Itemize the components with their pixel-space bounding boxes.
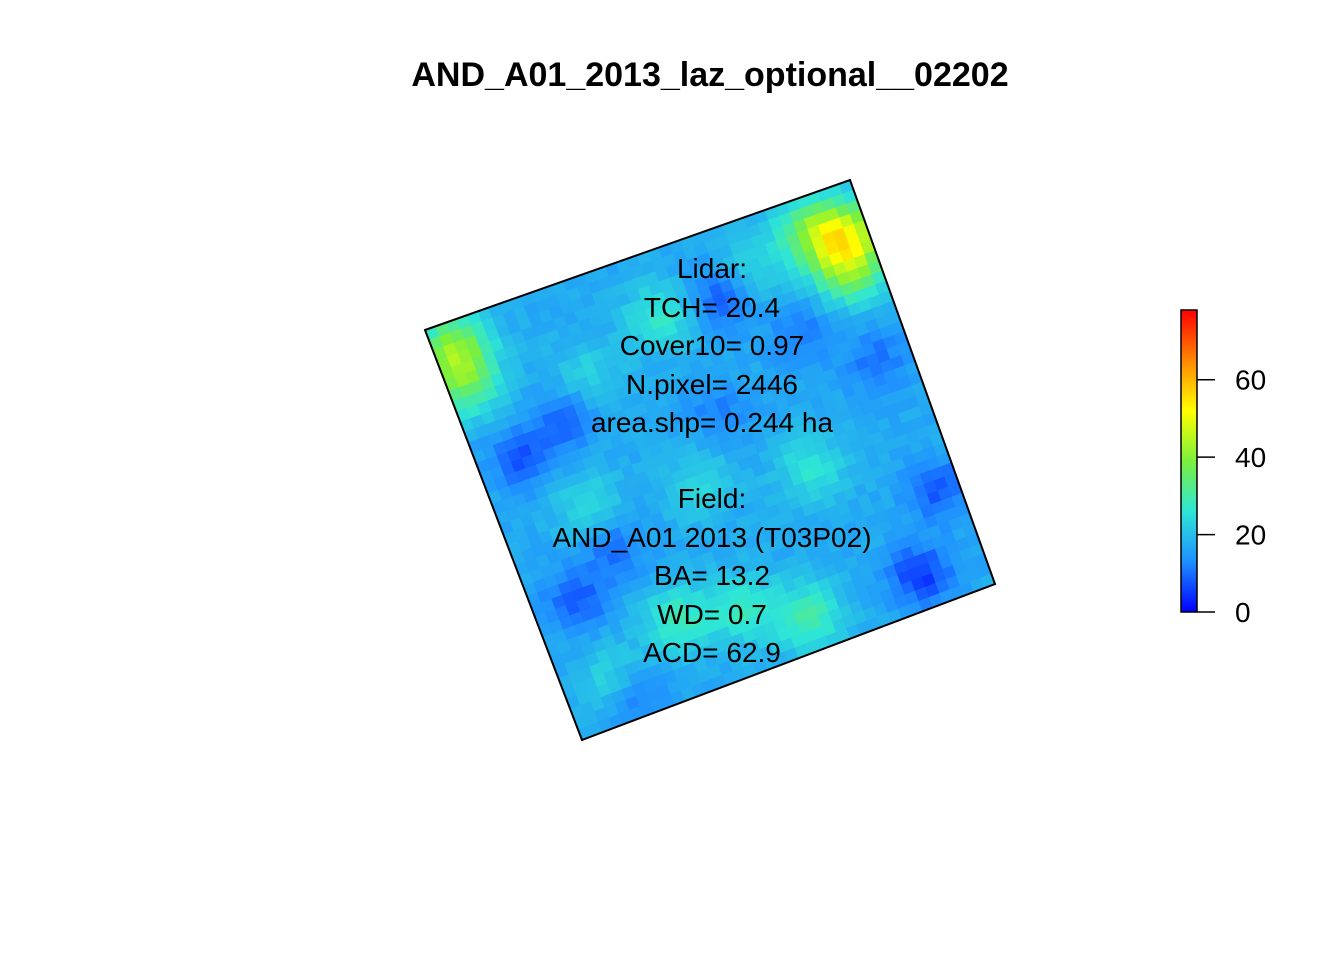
chart-title: AND_A01_2013_laz_optional__02202 <box>411 56 1009 94</box>
colorbar-tick-label: 60 <box>1235 365 1266 396</box>
colorbar-tick-label: 40 <box>1235 442 1266 473</box>
colorbar-tick-label: 20 <box>1235 520 1266 551</box>
field-plot: AND_A01 2013 (T03P02) <box>552 521 872 553</box>
lidar-annotation: Lidar: TCH= 20.4 Cover10= 0.97 N.pixel= … <box>412 250 1012 443</box>
colorbar: 0 20 40 60 <box>1180 309 1266 628</box>
height-raster <box>424 179 996 741</box>
field-header: Field: <box>677 483 747 514</box>
lidar-tch: TCH= 20.4 <box>643 291 781 323</box>
colorbar-gradient <box>1180 309 1198 613</box>
field-wd: WD= 0.7 <box>657 598 767 630</box>
lidar-cover10: Cover10= 0.97 <box>619 330 805 361</box>
lidar-header: Lidar: <box>676 253 748 284</box>
lidar-area: area.shp= 0.244 ha <box>590 407 834 438</box>
field-ba: BA= 13.2 <box>654 560 770 591</box>
field-acd: ACD= 62.9 <box>643 637 781 668</box>
field-annotation: Field: AND_A01 2013 (T03P02) BA= 13.2 WD… <box>412 480 1012 673</box>
lidar-npixel: N.pixel= 2446 <box>625 368 798 400</box>
colorbar-tick-label: 0 <box>1235 597 1251 628</box>
plot-boundary <box>423 178 997 742</box>
